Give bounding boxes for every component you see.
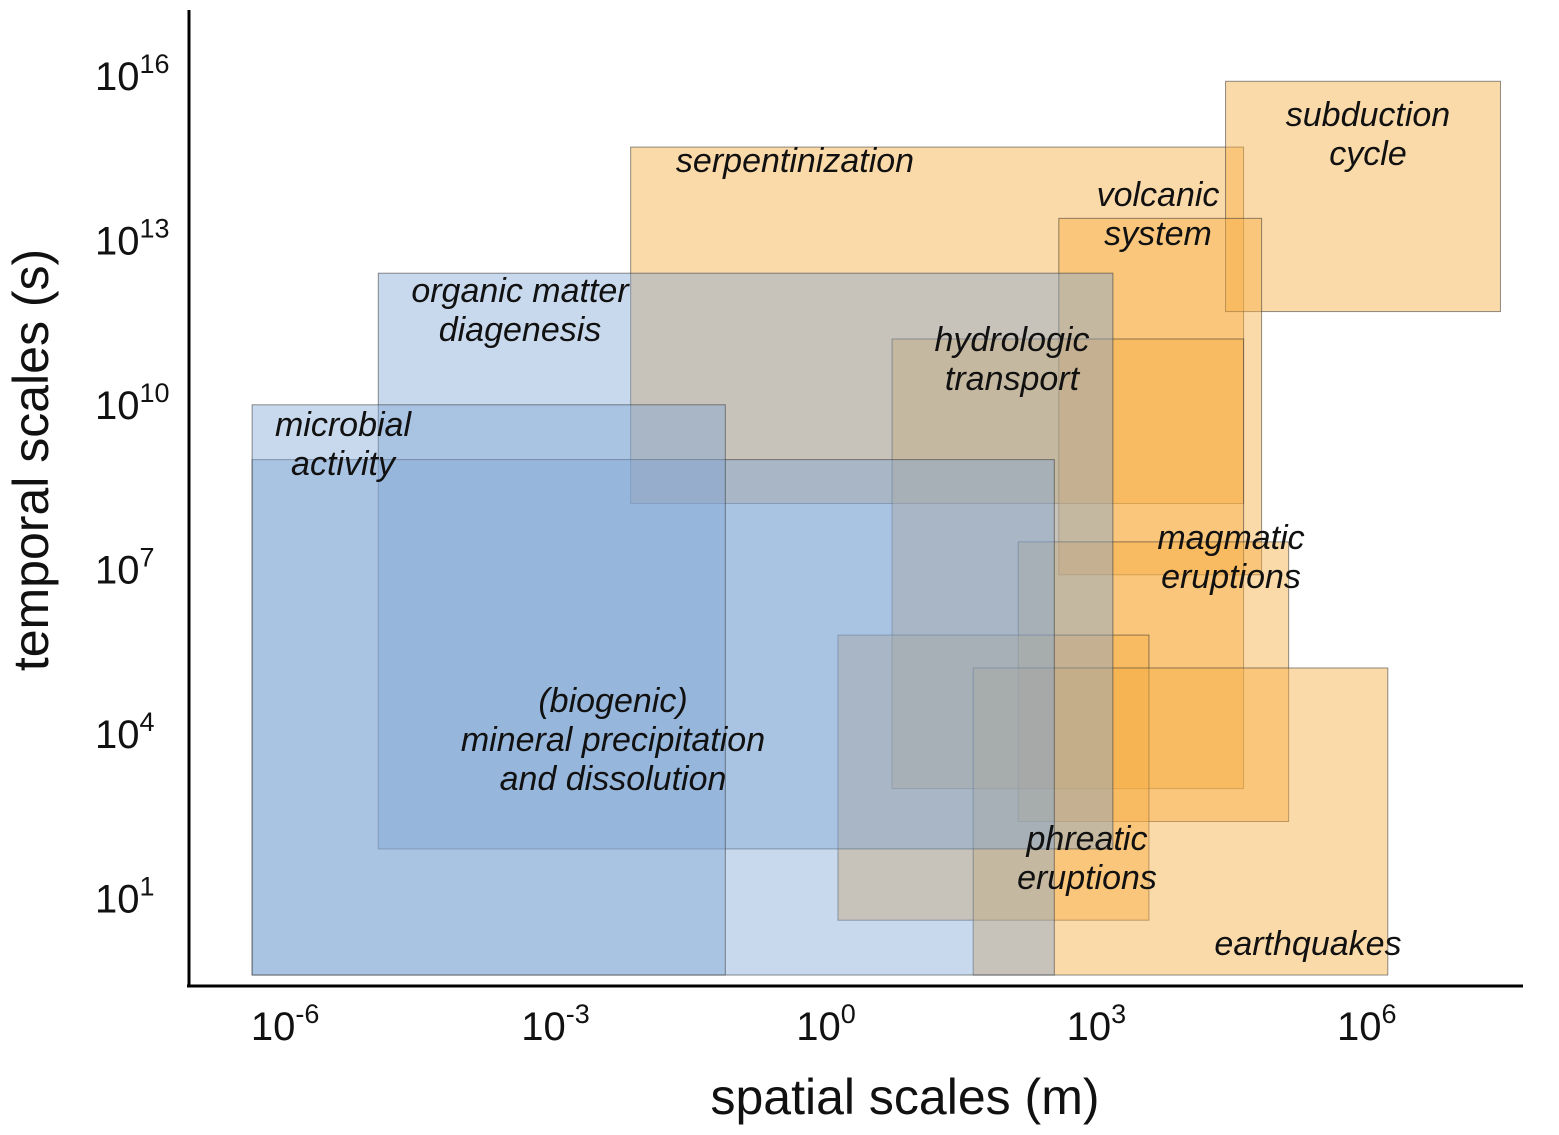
x-tick-label: 100 <box>796 999 856 1049</box>
label-phreatic-eruptions: phreatic eruptions <box>1017 820 1157 897</box>
x-tick-label: 10-6 <box>251 999 320 1049</box>
y-tick-label: 104 <box>95 707 155 757</box>
label-microbial-activity: microbial activity <box>275 406 412 483</box>
regions-layer <box>251 80 1501 976</box>
label-organic-matter-diagenesis: organic matter diagenesis <box>411 272 630 349</box>
y-axis-title: temporal scales (s) <box>3 249 59 671</box>
region-magmatic-eruptions <box>1017 541 1290 823</box>
label-mineral-precipitation: (biogenic) mineral precipitation and disso… <box>461 682 765 798</box>
region-hydrologic-transport <box>891 338 1245 790</box>
region-serpentinization <box>630 146 1245 504</box>
label-volcanic-system: volcanic system <box>1097 176 1220 253</box>
label-magmatic-eruptions: magmatic eruptions <box>1157 519 1304 596</box>
region-microbial-activity <box>251 404 726 976</box>
y-tick-label: 1013 <box>95 213 170 263</box>
label-hydrologic-transport: hydrologic transport <box>935 321 1090 398</box>
label-earthquakes: earthquakes <box>1214 925 1401 963</box>
y-tick-label: 107 <box>95 542 155 592</box>
region-labels: serpentinization subduction cycle volcanic s… <box>275 96 1450 963</box>
x-tick-label: 10-3 <box>521 999 590 1049</box>
ticks-layer: 10-6 10-3 100 103 106 101 104 107 1010 1013 1016 <box>95 49 1397 1049</box>
region-phreatic-eruptions <box>837 634 1150 921</box>
region-earthquakes <box>972 667 1389 976</box>
region-organic-matter-diagenesis <box>377 272 1114 850</box>
label-serpentinization: serpentinization <box>676 142 914 180</box>
x-tick-label: 103 <box>1067 999 1127 1049</box>
axes <box>187 10 1523 988</box>
region-subduction-cycle <box>1225 80 1501 313</box>
label-subduction-cycle: subduction cycle <box>1286 96 1450 173</box>
y-tick-label: 1010 <box>95 378 170 428</box>
region-volcanic-system <box>1058 217 1263 576</box>
y-tick-label: 1016 <box>95 49 170 99</box>
y-tick-label: 101 <box>95 871 155 921</box>
x-axis-title: spatial scales (m) <box>711 1069 1100 1125</box>
x-tick-label: 106 <box>1337 999 1397 1049</box>
